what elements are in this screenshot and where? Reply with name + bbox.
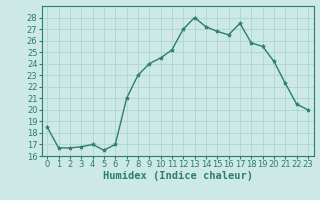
X-axis label: Humidex (Indice chaleur): Humidex (Indice chaleur) [103, 171, 252, 181]
